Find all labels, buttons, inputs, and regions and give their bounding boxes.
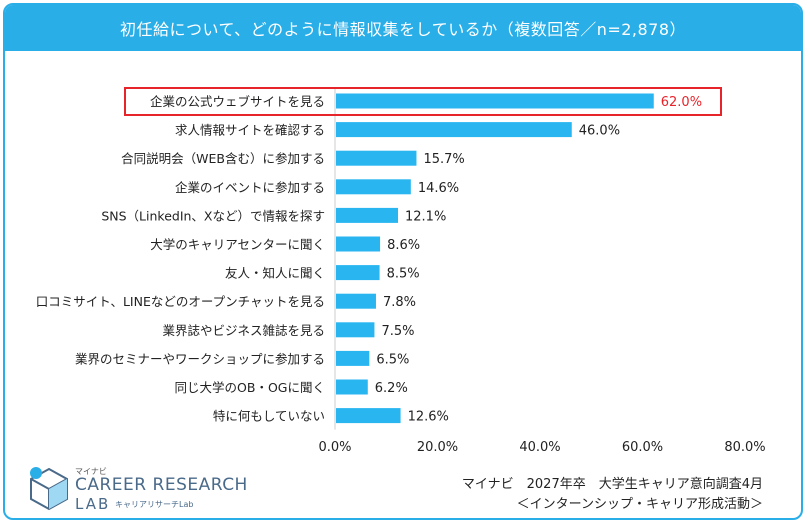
value-label: 15.7% <box>423 152 464 167</box>
category-label: SNS（LinkedIn、Xなど）で情報を探す <box>101 208 325 223</box>
bar <box>336 350 370 366</box>
bar-chart: 企業の公式ウェブサイトを見る 62.0% 求人情報サイトを確認する 46.0% 合同説明… <box>36 87 766 455</box>
highlight-box <box>124 87 722 116</box>
value-label: 7.5% <box>381 324 414 339</box>
source-note: マイナビ 2027年卒 大学生キャリア意向調査4月 ＜インターンシップ・キャリア… <box>462 475 763 515</box>
x-tick-label: 20.0% <box>417 440 458 455</box>
value-label: 62.0% <box>661 95 702 110</box>
category-label: 業界誌やビジネス雑誌を見る <box>162 323 325 338</box>
category-label: 友人・知人に聞く <box>225 266 325 281</box>
category-label: 口コミサイト、LINEなどのオープンチャットを見る <box>36 294 325 309</box>
category-label: 大学のキャリアセンターに聞く <box>150 237 325 252</box>
chart-frame: 初任給について、どのように情報収集をしているか（複数回答／n=2,878） 企業… <box>3 3 803 520</box>
logo-lab-text: LAB <box>75 495 111 513</box>
bar <box>336 293 376 309</box>
value-label: 12.1% <box>405 209 446 224</box>
category-label: 企業のイベントに参加する <box>175 180 325 195</box>
x-tick-label: 80.0% <box>724 440 765 455</box>
bar <box>336 265 380 281</box>
logo-small-text: マイナビ <box>75 467 107 476</box>
bar <box>336 408 401 424</box>
logo-sub-text: キャリアリサーチLab <box>115 500 194 509</box>
value-label: 8.5% <box>387 267 420 282</box>
category-label: 企業の公式ウェブサイトを見る <box>150 94 325 109</box>
bar <box>336 93 654 109</box>
category-label: 求人情報サイトを確認する <box>175 123 325 138</box>
logo: マイナビ CAREER RESEARCH LAB キャリアリサーチLab <box>27 465 267 515</box>
value-label: 8.6% <box>387 238 420 253</box>
bar <box>336 150 417 166</box>
category-label: 同じ大学のOB・OGに聞く <box>175 380 325 395</box>
value-label: 14.6% <box>418 181 459 196</box>
value-label: 7.8% <box>383 295 416 310</box>
source-line-1: マイナビ 2027年卒 大学生キャリア意向調査4月 <box>461 477 763 492</box>
value-label: 6.5% <box>376 352 409 367</box>
bar <box>336 379 368 395</box>
bar <box>336 179 411 195</box>
bar <box>336 322 375 338</box>
value-label: 46.0% <box>579 124 620 139</box>
x-tick-label: 40.0% <box>519 440 560 455</box>
bar <box>336 122 572 138</box>
source-line-2: ＜インターンシップ・キャリア形成活動＞ <box>516 497 763 512</box>
logo-main-text: CAREER RESEARCH <box>75 475 248 495</box>
category-label: 業界のセミナーやワークショップに参加する <box>75 351 325 366</box>
x-tick-label: 60.0% <box>622 440 663 455</box>
value-label: 6.2% <box>375 381 408 396</box>
cube-logo-icon <box>30 467 68 511</box>
category-label: 特に何もしていない <box>213 409 325 424</box>
bar <box>336 236 381 252</box>
x-tick-label: 0.0% <box>318 440 351 455</box>
category-label: 合同説明会（WEB含む）に参加する <box>121 151 325 166</box>
value-label: 12.6% <box>408 410 449 425</box>
chart-title: 初任給について、どのように情報収集をしているか（複数回答／n=2,878） <box>5 5 801 51</box>
bar <box>336 207 399 223</box>
